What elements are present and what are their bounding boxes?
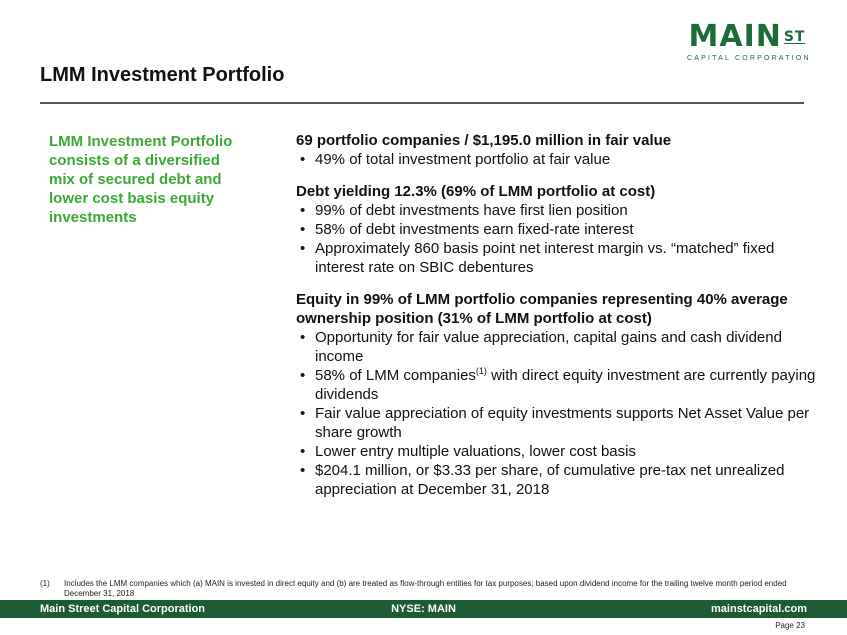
bullet-item-with-footnote: 58% of LMM companies(1) with direct equi… (296, 366, 816, 404)
footnote-ref: (1) (475, 366, 487, 376)
footnote-number: (1) (40, 579, 50, 588)
company-logo: MAIN ST CAPITAL CORPORATION (687, 19, 811, 63)
summary-callout: LMM Investment Portfolio consists of a d… (49, 133, 233, 226)
slide-title: LMM Investment Portfolio (40, 64, 285, 86)
bullet-item: Approximately 860 basis point net intere… (296, 239, 816, 277)
section-debt: Debt yielding 12.3% (69% of LMM portfoli… (296, 182, 816, 277)
bullet-item: $204.1 million, or $3.33 per share, of c… (296, 461, 816, 499)
content-body: 69 portfolio companies / $1,195.0 millio… (296, 131, 816, 512)
bullet-item: Lower entry multiple valuations, lower c… (296, 442, 816, 461)
bullet-item: 49% of total investment portfolio at fai… (296, 150, 816, 169)
section-heading: 69 portfolio companies / $1,195.0 millio… (296, 132, 672, 149)
section-equity: Equity in 99% of LMM portfolio companies… (296, 290, 816, 499)
footer-website: mainstcapital.com (711, 603, 807, 615)
logo-main-text: MAIN (688, 19, 782, 54)
section-heading: Equity in 99% of LMM portfolio companies… (296, 291, 788, 327)
bullet-list: 99% of debt investments have first lien … (296, 201, 816, 277)
logo-subtitle: CAPITAL CORPORATION (687, 55, 811, 62)
bullet-text-rest: with direct equity investment are curren… (315, 367, 816, 403)
bullet-item: 99% of debt investments have first lien … (296, 201, 816, 220)
footer-ticker: NYSE: MAIN (391, 603, 456, 615)
footer-bar: Main Street Capital Corporation NYSE: MA… (0, 600, 847, 618)
bullet-list: Opportunity for fair value appreciation,… (296, 328, 816, 499)
footnote-text: Includes the LMM companies which (a) MAI… (64, 579, 787, 598)
logo-st-text: ST (783, 29, 806, 45)
footnote: (1) Includes the LMM companies which (a)… (40, 579, 810, 599)
bullet-text: 58% of LMM companies (315, 367, 476, 384)
bullet-item: Opportunity for fair value appreciation,… (296, 328, 816, 366)
page-number: Page 23 (775, 621, 805, 630)
footer-company: Main Street Capital Corporation (40, 603, 206, 615)
bullet-item: 58% of debt investments earn fixed-rate … (296, 220, 816, 239)
section-portfolio: 69 portfolio companies / $1,195.0 millio… (296, 131, 816, 169)
bullet-list: 49% of total investment portfolio at fai… (296, 150, 816, 169)
title-divider (40, 102, 804, 104)
section-heading: Debt yielding 12.3% (69% of LMM portfoli… (296, 183, 656, 200)
bullet-item: Fair value appreciation of equity invest… (296, 404, 816, 442)
